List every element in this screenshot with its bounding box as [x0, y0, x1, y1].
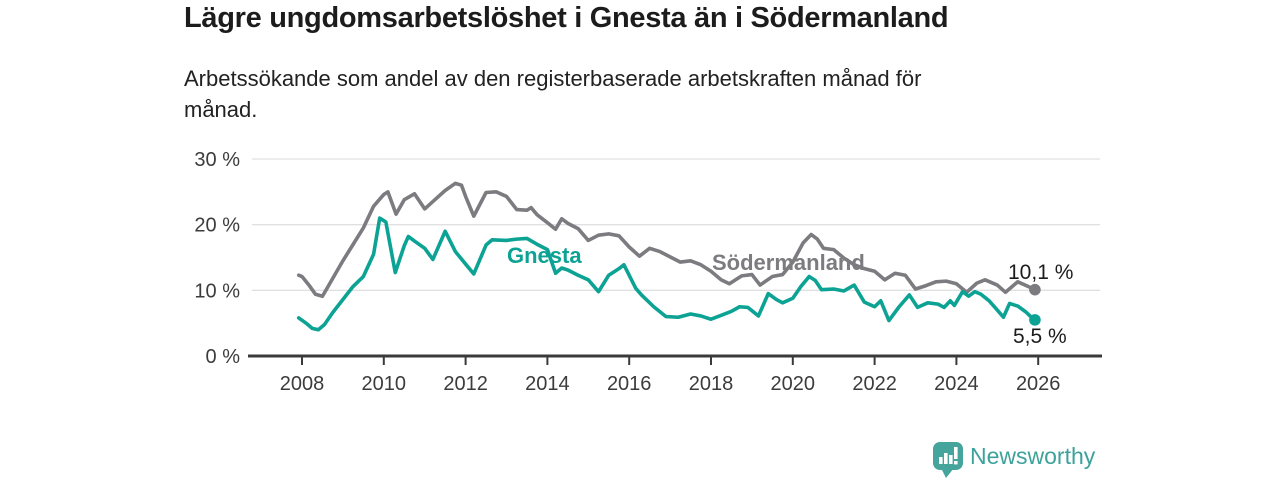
series-line-södermanland — [296, 181, 1037, 299]
x-tick-label: 2016 — [607, 373, 652, 395]
x-tick-label: 2010 — [362, 373, 407, 395]
newsworthy-logo-text: Newsworthy — [970, 443, 1096, 469]
y-tick-label: 0 % — [206, 346, 241, 368]
y-tick-label: 30 % — [194, 149, 240, 171]
x-tick-label: 2022 — [852, 373, 897, 395]
end-dot-gnesta — [1029, 314, 1041, 326]
series-label-gnesta: Gnesta — [507, 243, 582, 268]
end-value-label-gnesta: 5,5 % — [1013, 325, 1067, 348]
x-tick-label: 2026 — [1016, 373, 1061, 395]
newsworthy-icon — [933, 442, 963, 478]
x-tick-label: 2020 — [771, 373, 816, 395]
series-line-gnesta — [296, 216, 1037, 332]
y-tick-label: 10 % — [194, 280, 240, 302]
y-tick-label: 20 % — [194, 215, 240, 237]
end-dot-södermanland — [1029, 283, 1041, 296]
chart-subtitle: Arbetssökande som andel av den registerb… — [184, 66, 922, 122]
x-tick-label: 2012 — [443, 373, 488, 395]
newsworthy-logo[interactable]: Newsworthy — [932, 441, 1095, 481]
series-label-sodermanland: Södermanland — [712, 250, 865, 275]
x-tick-label: 2024 — [934, 373, 979, 395]
x-tick-label: 2018 — [689, 373, 734, 395]
x-tick-label: 2014 — [525, 373, 570, 395]
x-tick-label: 2008 — [280, 373, 325, 395]
chart-title: Lägre ungdomsarbetslöshet i Gnesta än i … — [184, 2, 949, 34]
end-value-label-sodermanland: 10,1 % — [1008, 261, 1074, 284]
